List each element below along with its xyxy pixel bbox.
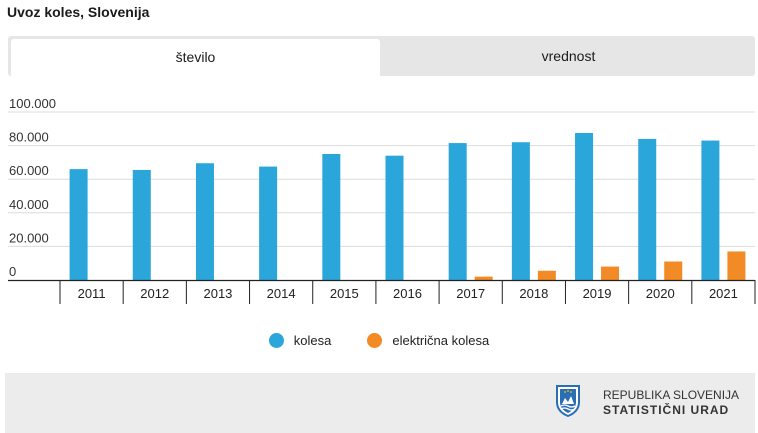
coat-of-arms-icon xyxy=(556,385,580,418)
x-tick-label: 2017 xyxy=(456,286,485,301)
y-axis-labels: 0 20.000 40.000 60.000 80.000 100.000 xyxy=(9,96,56,279)
x-tick-label: 2013 xyxy=(203,286,232,301)
y-tick-label: 100.000 xyxy=(9,96,56,111)
chart-title: Uvoz koles, Slovenija xyxy=(7,4,150,20)
y-tick-label: 60.000 xyxy=(9,163,49,178)
x-tick-label: 2020 xyxy=(646,286,675,301)
bar-kolesa xyxy=(575,133,594,280)
bar-kolesa xyxy=(638,138,657,280)
bar-kolesa xyxy=(385,155,404,280)
legend-swatch-kolesa xyxy=(268,332,284,348)
x-tick-label: 2015 xyxy=(330,286,359,301)
x-axis: 2011 2012 2013 2014 2015 2016 2017 2018 2019 2020… xyxy=(8,279,756,304)
legend-item-elektricna-kolesa[interactable]: električna kolesa xyxy=(367,332,490,348)
bar-elektricna-kolesa xyxy=(664,261,683,280)
x-tick-label: 2016 xyxy=(393,286,422,301)
x-tick-label: 2011 xyxy=(78,286,106,301)
bar-elektricna-kolesa xyxy=(601,266,620,280)
bar-kolesa xyxy=(511,142,530,280)
bar-kolesa xyxy=(322,154,341,280)
legend-label-elektricna-kolesa: električna kolesa xyxy=(392,332,490,348)
bar-elektricna-kolesa xyxy=(474,276,493,280)
y-tick-label: 40.000 xyxy=(9,197,49,212)
grid-lines xyxy=(8,111,755,247)
y-tick-label: 80.000 xyxy=(9,130,49,145)
bar-kolesa xyxy=(448,143,467,280)
y-tick-label: 0 xyxy=(9,264,16,279)
legend: kolesa električna kolesa xyxy=(0,330,758,350)
bar-kolesa xyxy=(132,169,151,280)
legend-swatch-elektricna-kolesa xyxy=(367,332,383,348)
x-tick-label: 2014 xyxy=(267,286,296,301)
tab-stevilo[interactable]: število xyxy=(11,39,380,76)
bar-elektricna-kolesa xyxy=(727,251,746,280)
org-name-line1: REPUBLIKA SLOVENIJA xyxy=(603,388,740,402)
footer: REPUBLIKA SLOVENIJA STATISTIČNI URAD xyxy=(5,373,755,433)
x-tick-label: 2012 xyxy=(140,286,169,301)
y-tick-label: 20.000 xyxy=(9,230,49,245)
tab-vrednost[interactable]: vrednost xyxy=(541,48,596,64)
bar-kolesa xyxy=(701,140,720,280)
x-tick-label: 2019 xyxy=(583,286,612,301)
legend-item-kolesa[interactable]: kolesa xyxy=(268,332,332,348)
bar-kolesa xyxy=(195,163,214,280)
tab-bar: število vrednost xyxy=(8,36,755,76)
bar-kolesa xyxy=(69,169,88,280)
bar-elektricna-kolesa xyxy=(537,270,556,280)
x-tick-label: 2018 xyxy=(519,286,548,301)
org-name: REPUBLIKA SLOVENIJA STATISTIČNI URAD xyxy=(603,388,739,418)
legend-label-kolesa: kolesa xyxy=(293,332,332,348)
org-name-line2: STATISTIČNI URAD xyxy=(603,403,730,417)
bars xyxy=(69,133,746,280)
x-tick-label: 2021 xyxy=(709,286,738,301)
bar-kolesa xyxy=(259,166,278,280)
